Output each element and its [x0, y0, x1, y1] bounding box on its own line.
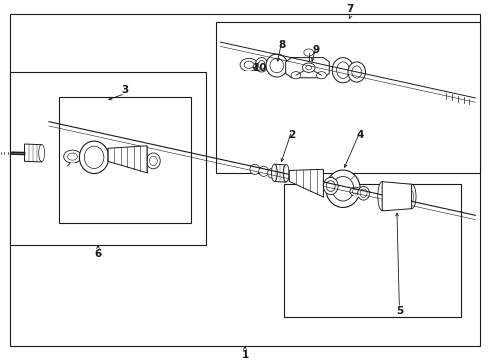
- Ellipse shape: [84, 146, 104, 168]
- Ellipse shape: [250, 165, 260, 175]
- Circle shape: [350, 187, 362, 196]
- Circle shape: [317, 72, 326, 79]
- Circle shape: [304, 49, 314, 56]
- Circle shape: [240, 58, 258, 71]
- Ellipse shape: [255, 58, 268, 72]
- Ellipse shape: [271, 164, 277, 181]
- Ellipse shape: [283, 165, 289, 182]
- Ellipse shape: [266, 54, 288, 77]
- Ellipse shape: [332, 58, 354, 83]
- Text: 1: 1: [242, 350, 248, 360]
- Circle shape: [352, 189, 359, 194]
- Ellipse shape: [358, 186, 369, 200]
- Ellipse shape: [407, 184, 416, 209]
- Text: 6: 6: [95, 249, 101, 259]
- Ellipse shape: [410, 191, 414, 202]
- Text: 8: 8: [278, 40, 285, 50]
- Circle shape: [302, 63, 315, 72]
- Bar: [10, 72, 206, 245]
- Bar: [59, 97, 191, 223]
- Text: 5: 5: [396, 306, 403, 316]
- Ellipse shape: [259, 166, 269, 176]
- Circle shape: [291, 72, 301, 79]
- Ellipse shape: [39, 144, 45, 162]
- Ellipse shape: [268, 168, 277, 178]
- Text: 9: 9: [313, 45, 319, 55]
- Polygon shape: [274, 164, 286, 182]
- Circle shape: [64, 150, 81, 163]
- Bar: [284, 184, 461, 317]
- Polygon shape: [286, 58, 329, 78]
- Text: 4: 4: [356, 130, 364, 140]
- Polygon shape: [108, 146, 147, 173]
- Ellipse shape: [332, 176, 354, 201]
- Ellipse shape: [378, 182, 387, 211]
- Text: 10: 10: [252, 63, 267, 73]
- Circle shape: [244, 61, 254, 68]
- Ellipse shape: [270, 58, 284, 73]
- Ellipse shape: [147, 153, 160, 169]
- Polygon shape: [289, 169, 323, 197]
- Ellipse shape: [323, 177, 338, 195]
- Ellipse shape: [348, 62, 366, 82]
- Ellipse shape: [79, 141, 109, 174]
- Text: 7: 7: [346, 4, 354, 14]
- Ellipse shape: [149, 156, 157, 166]
- Polygon shape: [24, 144, 42, 162]
- Text: 2: 2: [288, 130, 295, 140]
- Bar: [216, 22, 480, 173]
- Polygon shape: [382, 182, 412, 211]
- Ellipse shape: [258, 60, 265, 69]
- Ellipse shape: [360, 189, 367, 198]
- Ellipse shape: [326, 181, 335, 192]
- Ellipse shape: [326, 170, 360, 207]
- Circle shape: [306, 66, 312, 70]
- Text: 3: 3: [122, 85, 128, 95]
- Circle shape: [68, 153, 77, 160]
- Ellipse shape: [337, 62, 349, 78]
- Ellipse shape: [352, 66, 362, 78]
